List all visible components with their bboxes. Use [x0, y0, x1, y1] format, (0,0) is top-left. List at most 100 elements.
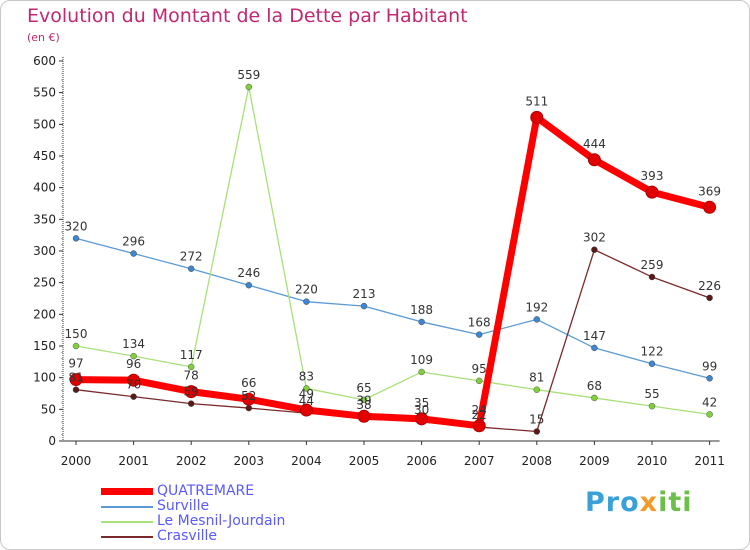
- data-label: 444: [583, 137, 606, 151]
- data-point: [706, 411, 713, 418]
- y-tick-label: 150: [33, 339, 56, 353]
- y-tick-label: 350: [33, 212, 56, 226]
- x-tick-label: 2011: [694, 454, 725, 468]
- data-point: [130, 393, 137, 400]
- data-label: 55: [644, 387, 659, 401]
- data-point: [533, 316, 540, 323]
- data-label: 70: [126, 378, 141, 392]
- data-point: [72, 386, 80, 393]
- data-label: 168: [468, 316, 491, 330]
- chart-subtitle: (en €): [27, 31, 60, 44]
- data-label: 188: [410, 303, 433, 317]
- data-point: [130, 352, 137, 360]
- data-point: [127, 373, 141, 387]
- data-point: [360, 396, 368, 404]
- data-point: [533, 386, 540, 393]
- proxiti-logo: Proxiti: [585, 487, 693, 518]
- y-tick-label: 300: [33, 244, 56, 258]
- data-label: 99: [702, 359, 717, 373]
- x-tick-label: 2003: [234, 454, 265, 468]
- legend-label: QUATREMARE: [157, 483, 255, 499]
- y-tick-label: 600: [33, 54, 56, 68]
- data-label: 259: [641, 258, 664, 272]
- series-layer: [69, 83, 717, 435]
- data-label: 96: [126, 357, 141, 371]
- data-point: [648, 273, 656, 281]
- data-label: 117: [180, 348, 203, 362]
- legend-swatch: [101, 488, 153, 495]
- data-label: 122: [641, 345, 664, 359]
- data-point: [130, 250, 137, 257]
- data-label: 147: [583, 329, 606, 343]
- data-point: [245, 83, 253, 91]
- data-point: [472, 419, 486, 433]
- data-label: 81: [68, 371, 83, 385]
- data-label: 65: [356, 381, 371, 395]
- data-label: 272: [180, 250, 203, 264]
- x-tick-label: 2006: [406, 454, 437, 468]
- data-point: [418, 368, 425, 376]
- data-label: 134: [122, 337, 145, 351]
- x-tick-label: 2007: [464, 454, 495, 468]
- data-label: 220: [295, 283, 318, 297]
- x-tick-label: 2008: [522, 454, 553, 468]
- x-tick-label: 2005: [349, 454, 380, 468]
- series-line-surville: [75, 237, 710, 379]
- data-point: [587, 153, 601, 167]
- data-point: [645, 185, 659, 199]
- data-point: [418, 318, 425, 326]
- data-point: [591, 344, 598, 352]
- data-label: 66: [241, 376, 256, 390]
- data-label: 78: [184, 369, 199, 383]
- data-point: [591, 246, 598, 253]
- y-tick-label: 500: [33, 117, 56, 131]
- x-tick-label: 2004: [291, 454, 322, 468]
- data-label: 246: [237, 266, 260, 280]
- data-point: [245, 404, 253, 412]
- axes: 0 50 100 150 200 250 300 350 400 450 500 550 600 2000…: [33, 54, 725, 468]
- data-point: [591, 394, 598, 402]
- data-label: 44: [299, 394, 314, 408]
- data-label: 511: [525, 94, 548, 108]
- data-label: 30: [414, 403, 429, 417]
- legend-swatch: [101, 521, 153, 523]
- legend-label: Crasville: [157, 528, 217, 544]
- data-point: [245, 282, 253, 289]
- data-label: 369: [698, 184, 721, 198]
- x-tick-label: 2009: [579, 454, 610, 468]
- data-point: [187, 265, 195, 272]
- x-tick-label: 2002: [176, 454, 207, 468]
- series-line-quatremare: [75, 113, 711, 430]
- data-label: 15: [529, 413, 544, 427]
- series-line-crasville: [75, 249, 710, 433]
- data-point: [648, 360, 656, 367]
- data-label: 320: [65, 219, 88, 233]
- data-point: [703, 200, 717, 214]
- data-label: 83: [299, 369, 314, 383]
- data-label: 226: [698, 279, 721, 293]
- data-point: [184, 385, 198, 399]
- data-point: [357, 409, 371, 423]
- data-label: 97: [68, 357, 83, 371]
- data-label: 38: [356, 398, 371, 412]
- y-tick-label: 100: [33, 371, 56, 385]
- data-point: [415, 412, 429, 426]
- data-point: [303, 298, 310, 305]
- x-tick-label: 2001: [118, 454, 149, 468]
- data-point: [706, 375, 713, 382]
- x-tick-label: 2000: [61, 454, 92, 468]
- y-tick-label: 450: [33, 149, 56, 163]
- data-label: 22: [472, 408, 487, 422]
- legend-label: Le Mesnil-Jourdain: [157, 513, 286, 529]
- data-label: 95: [472, 362, 487, 376]
- chart-title: Evolution du Montant de la Dette par Hab…: [27, 5, 468, 27]
- data-point: [360, 302, 368, 310]
- data-point: [187, 363, 195, 371]
- data-label: 59: [184, 385, 199, 399]
- legend-swatch: [101, 536, 153, 538]
- y-tick-label: 50: [41, 402, 56, 416]
- logo-part-3: iti: [658, 487, 693, 518]
- data-point: [187, 400, 195, 407]
- legend-label: Surville: [157, 498, 210, 514]
